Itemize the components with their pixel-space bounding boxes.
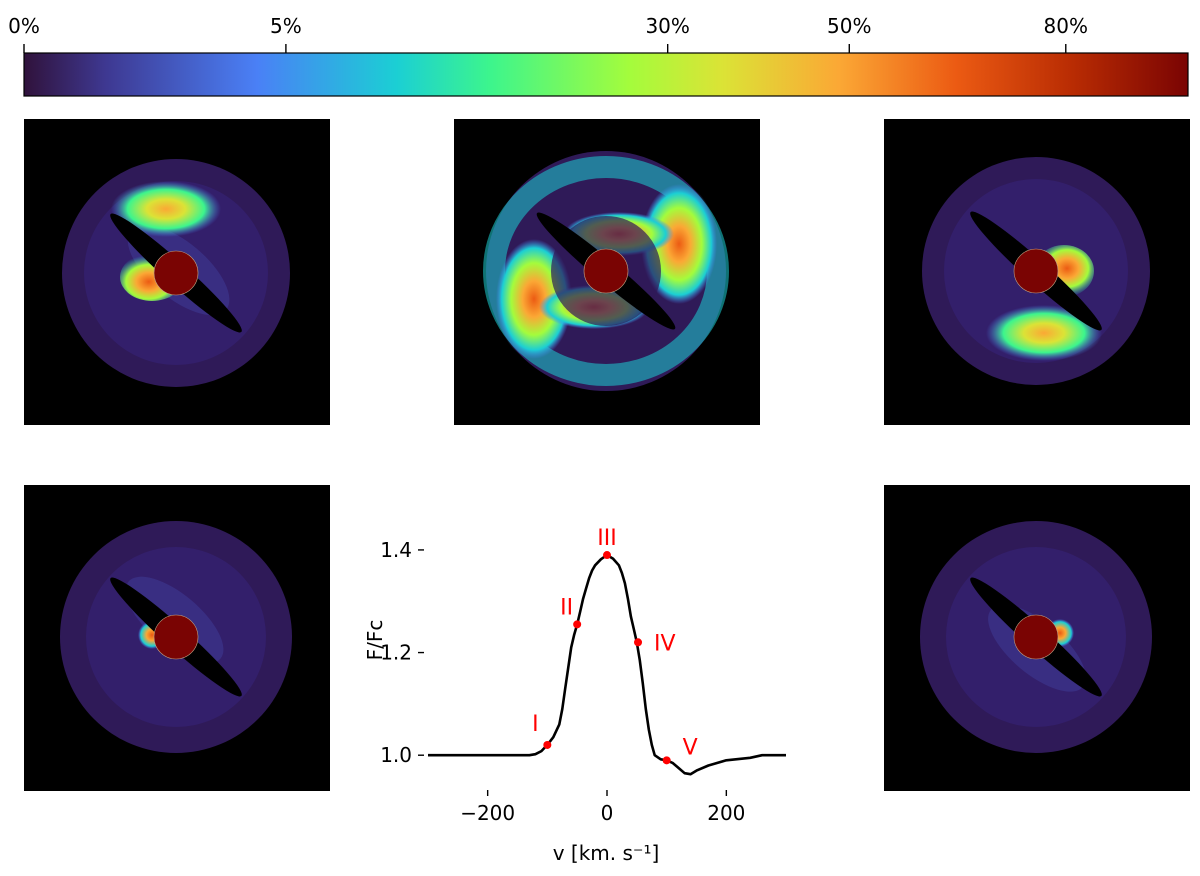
marker-label: III (597, 526, 616, 551)
colorbar-tick-label: 50% (827, 14, 871, 38)
panel-V (884, 119, 1190, 425)
marker-label: I (532, 712, 539, 737)
x-tick-label: −200 (460, 801, 515, 825)
x-tick-label: 0 (601, 801, 614, 825)
marker-label: IV (654, 631, 676, 656)
panel-III (454, 119, 760, 425)
marker-label: II (560, 595, 573, 620)
colorbar-gradient (23, 52, 1189, 97)
marker-III (603, 551, 611, 560)
emission-ring (483, 156, 729, 386)
star (583, 248, 629, 294)
y-tick-label: 1.4 (380, 538, 412, 562)
marker-IV (634, 638, 643, 647)
y-axis-label: F/Fc (363, 620, 387, 661)
x-tick-label: 200 (707, 801, 745, 825)
y-tick-label: 1.0 (380, 743, 412, 767)
marker-II (573, 620, 582, 629)
colorbar-tick-label: 0% (8, 14, 40, 38)
star (1013, 614, 1059, 660)
panel-I (24, 119, 330, 425)
emission-lower (986, 305, 1102, 361)
star (153, 250, 199, 296)
colorbar: 0% 5% 30% 50% 80% (8, 14, 1189, 97)
y-tick-label: 1.2 (380, 641, 412, 665)
marker-V (662, 756, 671, 765)
colorbar-tick-label: 80% (1044, 14, 1088, 38)
profile-curve (428, 553, 786, 776)
star (1013, 248, 1059, 294)
colorbar-tick-label: 5% (270, 14, 302, 38)
panel-IV (884, 485, 1190, 791)
emission-upper (111, 181, 221, 237)
x-axis-label: v [km. s⁻¹] (553, 841, 660, 865)
star (153, 614, 199, 660)
panel-II (24, 485, 330, 791)
colorbar-tick-label: 30% (645, 14, 689, 38)
plot-axes: −200 0 200 1.0 1.2 1.4 (380, 538, 745, 825)
marker-label: V (683, 735, 698, 760)
marker-I (543, 740, 552, 749)
